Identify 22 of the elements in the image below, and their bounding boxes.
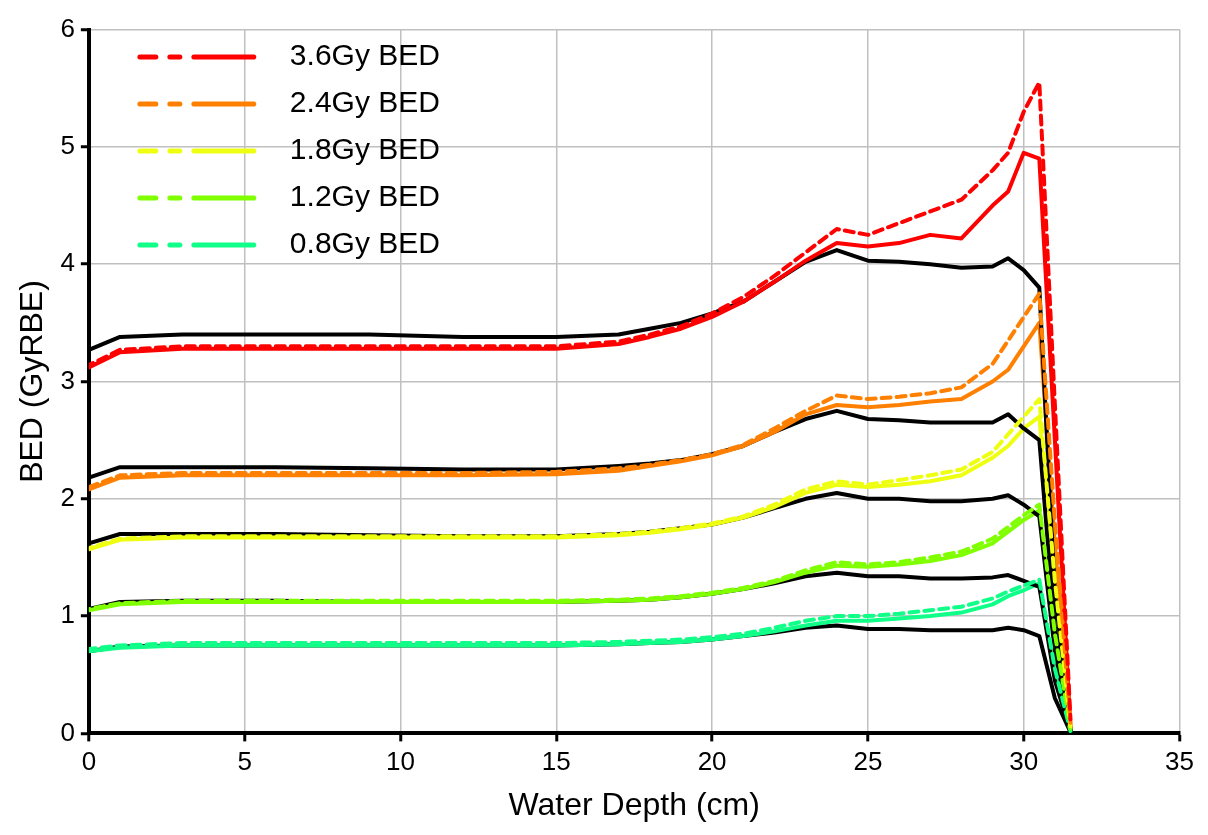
legend-label: 3.6Gy BED: [289, 38, 440, 72]
y-tick-label: 2: [60, 481, 75, 512]
y-axis-title: BED (GyRBE): [13, 280, 50, 483]
x-tick-label: 0: [81, 746, 97, 777]
y-tick-label: 0: [60, 716, 75, 747]
y-tick-label: 1: [60, 599, 75, 630]
y-tick-label: 3: [60, 364, 75, 395]
x-tick-label: 25: [853, 746, 883, 777]
x-tick-label: 20: [697, 746, 727, 777]
y-tick-label: 6: [60, 12, 75, 43]
x-axis-title: Water Depth (cm): [508, 785, 760, 822]
legend-label: 0.8Gy BED: [289, 226, 440, 260]
legend-label: 2.4Gy BED: [289, 85, 440, 119]
legend-label: 1.2Gy BED: [289, 179, 440, 213]
y-tick-label: 5: [60, 130, 75, 161]
x-tick-label: 15: [541, 746, 571, 777]
x-tick-label: 10: [386, 746, 415, 777]
legend-label: 1.8Gy BED: [289, 132, 440, 166]
y-tick-label: 4: [60, 247, 75, 278]
x-tick-label: 30: [1009, 746, 1039, 777]
x-tick-label: 5: [237, 746, 252, 777]
x-tick-label: 35: [1165, 746, 1194, 777]
